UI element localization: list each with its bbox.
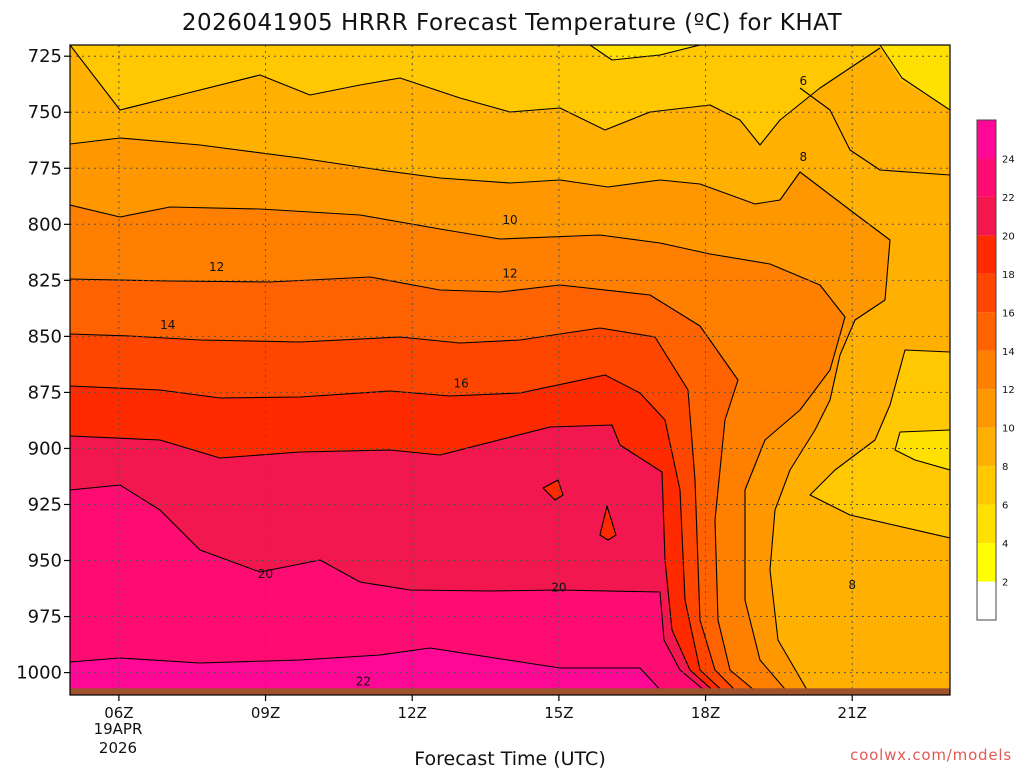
colorbar-tick-16: 16 [1002, 308, 1015, 319]
ground-surface [70, 688, 950, 695]
y-tick-label-725: 725 [28, 46, 62, 67]
contour-20 [70, 484, 711, 695]
contour-label-6: 16 [453, 376, 468, 390]
y-tick-label-750: 750 [28, 102, 62, 123]
y-tick-label-900: 900 [28, 438, 62, 459]
y-axis: 725 750 775 800 825 850 875 900 925 950 975 1000 [16, 46, 70, 684]
contour-8-west [70, 137, 891, 695]
colorbar-tick-14: 14 [1002, 347, 1015, 358]
x-tick-label-12Z: 12Z [398, 704, 427, 722]
x-tick-label-21Z: 21Z [838, 704, 867, 722]
contour-label-10: 22 [356, 675, 371, 689]
colorbar-segment-8 [977, 273, 996, 313]
y-tick-label-950: 950 [28, 551, 62, 572]
x-tick-label-09Z: 09Z [251, 704, 280, 722]
colorbar-segment-7 [977, 312, 996, 351]
x-tick-label-15Z: 15Z [544, 704, 573, 722]
x-axis: 06Z 09Z 12Z 15Z 18Z 21Z [104, 695, 867, 722]
contour-4-top [589, 45, 701, 61]
contour-lines [70, 45, 950, 695]
contour-label-3: 12 [209, 260, 224, 274]
y-tick-label-800: 800 [28, 214, 62, 235]
contour-labels: 6 8 10 12 12 14 16 20 20 8 22 [160, 74, 856, 689]
contour-label-2: 10 [502, 213, 517, 227]
contour-16 [70, 374, 728, 695]
contour-label-0: 6 [800, 74, 808, 88]
x-tick-label-06Z: 06Z [104, 704, 133, 722]
colorbar-segment-1 [977, 543, 996, 582]
y-tick-label-975: 975 [28, 607, 62, 628]
band-10 [70, 45, 950, 695]
contour-8-east [809, 349, 950, 539]
x-axis-label: Forecast Time (UTC) [414, 748, 605, 768]
colorbar-segment-0 [977, 581, 996, 620]
colorbar-tick-4: 4 [1002, 539, 1008, 550]
contour-14 [70, 327, 741, 695]
colorbar-segment-4 [977, 427, 996, 467]
colorbar-segment-12 [977, 120, 996, 159]
y-tick-label-850: 850 [28, 326, 62, 347]
y-tick-label-825: 825 [28, 270, 62, 291]
colorbar-tick-2: 2 [1002, 578, 1008, 589]
contour-6 [70, 45, 881, 146]
contour-label-9: 8 [848, 578, 856, 592]
colorbar-segment-6 [977, 350, 996, 390]
colorbar-tick-12: 12 [1002, 385, 1015, 396]
colorbar-segment-5 [977, 389, 996, 428]
contour-4-east [894, 429, 950, 471]
colorbar-segment-10 [977, 196, 996, 236]
colorbar-segment-2 [977, 504, 996, 544]
plot-frame [69, 44, 951, 696]
contour-22 [70, 647, 666, 695]
x-tick-label-18Z: 18Z [691, 704, 720, 722]
y-tick-label-775: 775 [28, 158, 62, 179]
x-date-line1: 19APR [94, 720, 143, 738]
contour-18 [70, 424, 719, 695]
contour-18-pocket-b [599, 505, 617, 541]
contour-10 [70, 204, 846, 695]
chart-title: 2026041905 HRRR Forecast Temperature (ºC… [182, 10, 843, 36]
plot-area: 6 8 10 12 12 14 16 20 20 8 22 [70, 45, 950, 695]
contour-18-pocket-a [542, 479, 564, 501]
colorbar-tick-18: 18 [1002, 270, 1015, 281]
credit-text: coolwx.com/models [850, 746, 1012, 764]
colorbar-tick-10: 10 [1002, 424, 1015, 435]
contour-label-1: 8 [800, 150, 808, 164]
colorbar-segment-3 [977, 466, 996, 505]
gridlines [70, 45, 950, 695]
contour-label-4: 12 [502, 267, 517, 281]
x-date-line2: 2026 [99, 739, 137, 757]
colorbar-segment-9 [977, 235, 996, 274]
y-tick-label-1000: 1000 [16, 663, 62, 684]
colorbar-tick-8: 8 [1002, 462, 1008, 473]
contour-label-5: 14 [160, 318, 175, 332]
contour-6-east-upper [799, 87, 950, 176]
colorbar-frame [976, 119, 997, 621]
contour-label-8: 20 [551, 580, 566, 594]
colorbar-segment-11 [977, 158, 996, 197]
band-18-pocket-a [543, 480, 563, 500]
band-18-pocket-b [600, 506, 616, 540]
colorbar-tick-22: 22 [1002, 193, 1015, 204]
y-tick-label-925: 925 [28, 494, 62, 515]
colorbar-tick-20: 20 [1002, 231, 1015, 242]
contour-label-7: 20 [258, 567, 273, 581]
contour-12 [70, 276, 761, 695]
colorbar-tick-24: 24 [1002, 154, 1015, 165]
y-tick-label-875: 875 [28, 382, 62, 403]
band-8 [70, 45, 950, 695]
colorbar-tick-6: 6 [1002, 501, 1008, 512]
